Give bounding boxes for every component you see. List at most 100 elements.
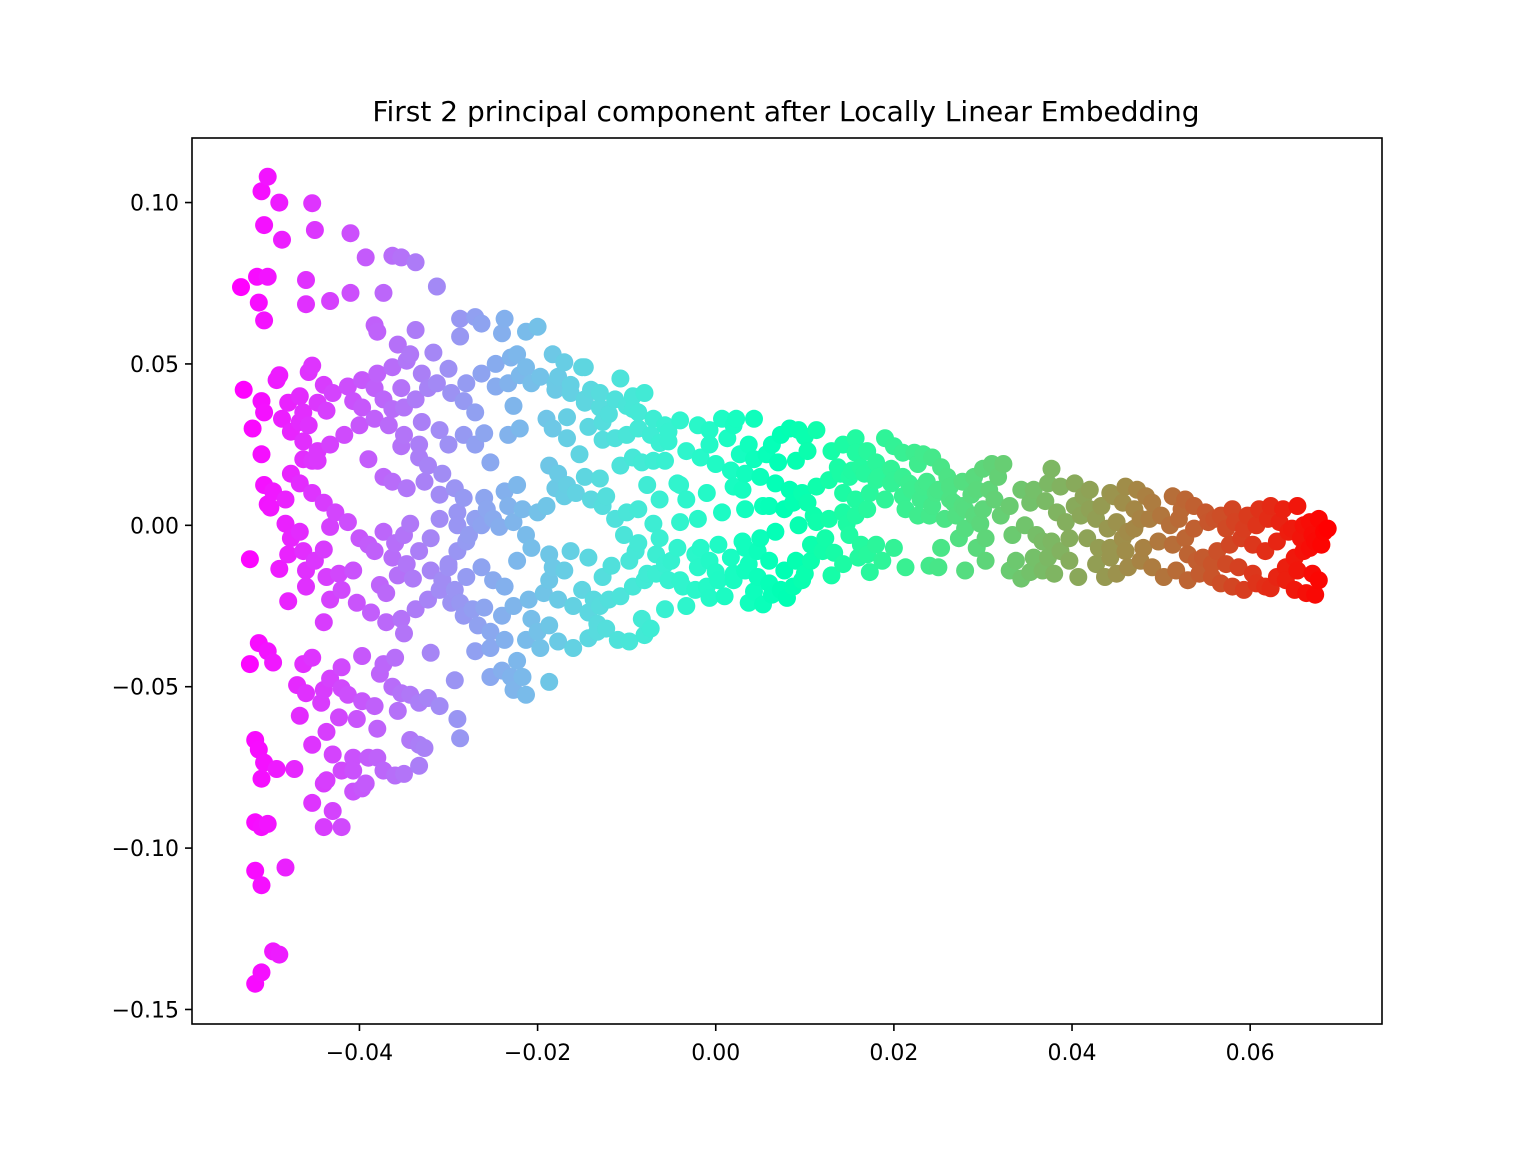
data-point <box>338 685 357 704</box>
data-point <box>383 358 402 377</box>
data-point <box>317 771 336 790</box>
data-point <box>656 451 674 470</box>
data-point <box>575 358 594 377</box>
data-point <box>486 354 505 373</box>
data-point <box>798 442 817 461</box>
data-point <box>332 818 351 837</box>
data-point <box>766 522 785 541</box>
data-point <box>410 435 429 454</box>
data-point <box>258 814 277 833</box>
data-point <box>620 632 639 651</box>
data-point <box>421 643 440 662</box>
data-point <box>365 697 384 716</box>
data-point <box>406 600 425 619</box>
data-point <box>255 403 274 422</box>
data-point <box>323 384 342 402</box>
data-point <box>635 384 654 402</box>
data-point <box>1149 532 1168 551</box>
data-point <box>721 548 740 567</box>
data-point <box>650 490 669 509</box>
data-point <box>353 398 372 417</box>
data-point <box>659 432 678 451</box>
data-point <box>558 429 576 448</box>
data-point <box>303 793 322 812</box>
data-point <box>252 876 271 895</box>
data-point <box>495 577 514 596</box>
data-point <box>555 561 574 580</box>
data-point <box>305 221 324 239</box>
data-point <box>279 592 298 611</box>
data-point <box>677 597 696 615</box>
x-tick-label: 0.02 <box>869 1041 918 1066</box>
data-point <box>611 369 630 388</box>
data-point <box>255 311 274 330</box>
data-point <box>1185 519 1204 538</box>
data-point <box>386 648 405 667</box>
data-point <box>713 503 731 522</box>
data-point <box>721 461 740 480</box>
data-point <box>985 490 1004 509</box>
data-point <box>314 613 333 632</box>
data-point <box>356 774 375 793</box>
data-point <box>415 739 434 757</box>
data-point <box>555 353 574 372</box>
data-point <box>368 719 387 738</box>
data-point <box>344 561 363 580</box>
data-point <box>517 685 535 704</box>
data-point <box>561 384 580 402</box>
data-point <box>258 167 277 186</box>
data-point <box>258 267 277 286</box>
data-point <box>876 490 894 509</box>
data-point <box>401 514 420 533</box>
data-point <box>317 722 336 741</box>
data-point <box>508 476 527 494</box>
data-point <box>540 616 559 635</box>
data-point <box>314 818 333 837</box>
data-point <box>1274 500 1293 519</box>
x-tick-label: −0.02 <box>504 1041 571 1066</box>
data-point <box>454 488 473 507</box>
data-point <box>1006 551 1025 570</box>
data-point <box>1288 497 1307 515</box>
data-point <box>528 317 547 336</box>
data-point <box>270 193 289 212</box>
data-point <box>395 764 413 783</box>
data-point <box>439 435 458 454</box>
data-point <box>769 453 788 472</box>
data-point <box>273 409 291 428</box>
data-point <box>412 413 431 431</box>
data-point <box>427 374 446 393</box>
data-point <box>294 432 313 451</box>
data-point <box>270 559 289 578</box>
data-point <box>641 619 660 638</box>
data-point <box>697 484 716 502</box>
data-point <box>368 322 387 341</box>
data-point <box>745 582 763 601</box>
data-point <box>330 564 348 583</box>
data-point <box>1318 519 1337 538</box>
data-point <box>419 456 437 475</box>
data-point <box>493 324 511 343</box>
data-point <box>392 609 411 628</box>
data-point <box>448 503 467 522</box>
data-point <box>700 588 719 607</box>
data-point <box>427 277 446 296</box>
data-point <box>379 416 398 435</box>
data-point <box>299 416 318 435</box>
data-point <box>867 535 886 554</box>
data-point <box>353 647 372 665</box>
data-point <box>395 425 413 444</box>
data-point <box>1306 585 1325 604</box>
data-point <box>433 464 452 483</box>
data-point <box>406 321 425 339</box>
data-point <box>406 390 425 409</box>
x-tick-label: 0.04 <box>1048 1041 1097 1066</box>
data-point <box>751 529 770 548</box>
data-point <box>495 309 514 328</box>
data-point <box>330 708 348 727</box>
data-point <box>457 568 476 586</box>
data-point <box>504 396 523 415</box>
data-point <box>321 292 340 310</box>
data-point <box>650 529 669 548</box>
data-point <box>472 364 491 383</box>
